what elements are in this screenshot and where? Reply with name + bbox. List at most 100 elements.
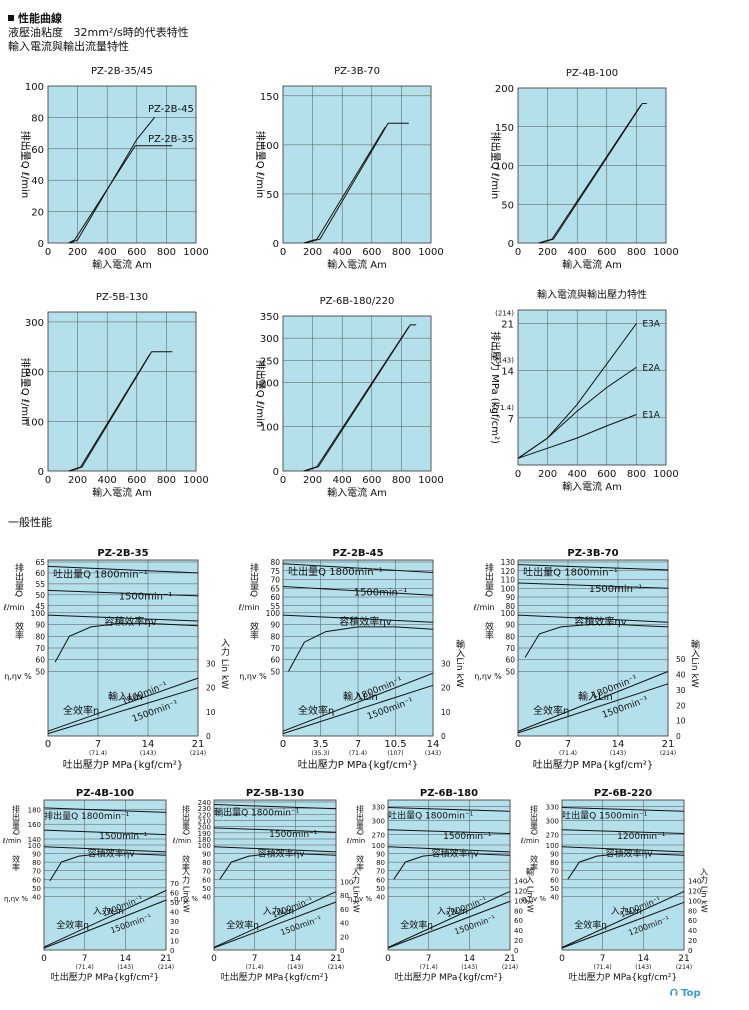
eff-tick-label: 50	[32, 885, 41, 893]
q-tick-label: 80	[270, 558, 280, 567]
chart-title: 輸入電流與輸出壓力特性	[537, 288, 647, 301]
eff-tick-label: 50	[376, 885, 385, 893]
y-tick-sublabel: (214)	[495, 309, 514, 317]
q-tick-label: 110	[501, 576, 516, 585]
x-tick-sublabel: (214)	[502, 964, 518, 971]
eff-axis-unit: η,ηv %	[239, 672, 267, 681]
plot-area	[517, 309, 667, 466]
eff-tick-label: 40	[550, 893, 559, 901]
eff-axis-label: 效率	[248, 621, 259, 641]
eff-tick-label: 90	[35, 621, 45, 630]
eff-tick-label: 50	[270, 667, 280, 676]
x-tick-label: 0	[559, 954, 565, 964]
plot-area	[47, 311, 197, 472]
chart-title: PZ-5B-130	[246, 788, 304, 799]
lin-label: 入力Lin	[437, 905, 468, 917]
q-axis-label: 排出量Q	[182, 804, 191, 835]
chart-title: PZ-4B-100	[76, 788, 134, 799]
x-tick-label: 21	[330, 954, 341, 964]
q-series-label: 1200min⁻¹	[617, 832, 666, 842]
lin-tick-label: 10	[441, 708, 451, 717]
lin-tick-label: 0	[441, 732, 446, 741]
y-tick-label: 250	[260, 356, 279, 367]
q-tick-label: 55	[35, 580, 45, 589]
eff-axis-unit: η,ηv %	[4, 895, 28, 903]
q-series-label: 吐出量Q 1800min⁻¹	[288, 565, 383, 578]
y-tick-label: 100	[260, 423, 279, 434]
y-axis-label-group: 排出壓力 MPa (kgf/cm²)	[489, 331, 502, 444]
x-axis-label: 吐出壓力P MPa{kgf/cm²}	[533, 758, 654, 771]
vol-eff-label: 容積效率ηv	[88, 848, 136, 860]
x-tick-label: 1000	[653, 247, 678, 258]
top-link[interactable]: ⮉ Top	[670, 988, 701, 999]
lin-tick-label: 30	[441, 660, 451, 669]
y-tick-label: 20	[31, 208, 44, 219]
lin-tick-label: 120	[688, 887, 701, 895]
series-line	[43, 890, 167, 948]
y-axis-label: 排出量Q ℓ/min	[19, 358, 32, 425]
x-tick-label: 0	[515, 469, 521, 480]
y-axis-label: 排出壓力 MPa (kgf/cm²)	[489, 331, 502, 444]
y-tick-label: 0	[38, 239, 44, 250]
x-tick-label: 7	[252, 954, 258, 964]
eff-tick-label: 80	[376, 859, 385, 867]
chart-title: PZ-4B-100	[566, 68, 618, 79]
y-axis-label: 排出量Q ℓ/min	[254, 131, 267, 198]
series-line	[213, 846, 337, 853]
lin-label: 輸入Lin	[578, 690, 613, 703]
lin-tick-label: 100	[340, 878, 353, 886]
x-tick-label: 200	[68, 247, 87, 258]
x-tick-label: 200	[538, 247, 557, 258]
eff-tick-label: 80	[202, 859, 211, 867]
x-axis-label: 輸入電流 Am	[327, 486, 387, 499]
lin-tick-label: 0	[206, 732, 211, 741]
y-tick-label: 0	[273, 239, 279, 250]
q-tick-label: 330	[546, 804, 559, 812]
series-line	[305, 122, 409, 244]
lin-tick-label: 80	[688, 907, 697, 915]
y-tick-label: 40	[31, 176, 44, 187]
x-tick-label: 0	[41, 954, 47, 964]
lin-tick-label: 40	[688, 927, 697, 935]
q-tick-label: 300	[372, 818, 385, 826]
y-tick-label: 100	[495, 162, 514, 173]
q-axis-unit: ℓ/min	[346, 837, 365, 845]
x-tick-label: 0	[211, 954, 217, 964]
eff-tick-label: 40	[376, 893, 385, 901]
total-eff-label: 全效率η	[226, 919, 259, 931]
chart-title: PZ-6B-180	[420, 788, 478, 799]
chart-title: PZ-6B-180/220	[320, 296, 395, 307]
lin-tick-label: 50	[170, 899, 179, 907]
series-label: E3A	[642, 319, 660, 329]
eff-tick-label: 70	[202, 868, 211, 876]
x-tick-label: 0	[515, 247, 521, 258]
eff-tick-label: 70	[32, 868, 41, 876]
q-tick-label: 300	[546, 818, 559, 826]
eff-tick-label: 70	[550, 868, 559, 876]
eff-axis-label: 效率	[182, 854, 191, 872]
y-axis-label: 排出量Q ℓ/min	[254, 360, 267, 427]
y-tick-label: 50	[501, 200, 514, 211]
q-tick-label: 75	[270, 567, 280, 576]
q-tick-label: 70	[270, 576, 280, 585]
lin-tick-label: 10	[170, 937, 179, 945]
eff-tick-label: 70	[376, 868, 385, 876]
series-line	[538, 104, 642, 244]
series-line	[517, 614, 669, 623]
x-tick-label: 21	[662, 739, 675, 750]
q-axis-label: 排出量Q	[248, 562, 259, 597]
eff-tick-label: 60	[505, 656, 515, 665]
q-tick-label: 330	[372, 804, 385, 812]
eff-axis-label: 效率	[12, 854, 21, 872]
q-series-label: 吐出量Q 1800min⁻¹	[523, 566, 618, 579]
eff-tick-label: 70	[270, 644, 280, 653]
x-tick-label: 200	[68, 475, 87, 486]
x-axis-label: 吐出壓力P MPa{kgf/cm²}	[569, 971, 678, 983]
y-tick-label: 300	[25, 318, 44, 329]
lin-tick-label: 0	[170, 947, 174, 955]
x-tick-label: 1000	[183, 475, 208, 486]
x-tick-label: 800	[157, 247, 176, 258]
series-line	[282, 672, 434, 732]
x-tick-label: 800	[157, 475, 176, 486]
